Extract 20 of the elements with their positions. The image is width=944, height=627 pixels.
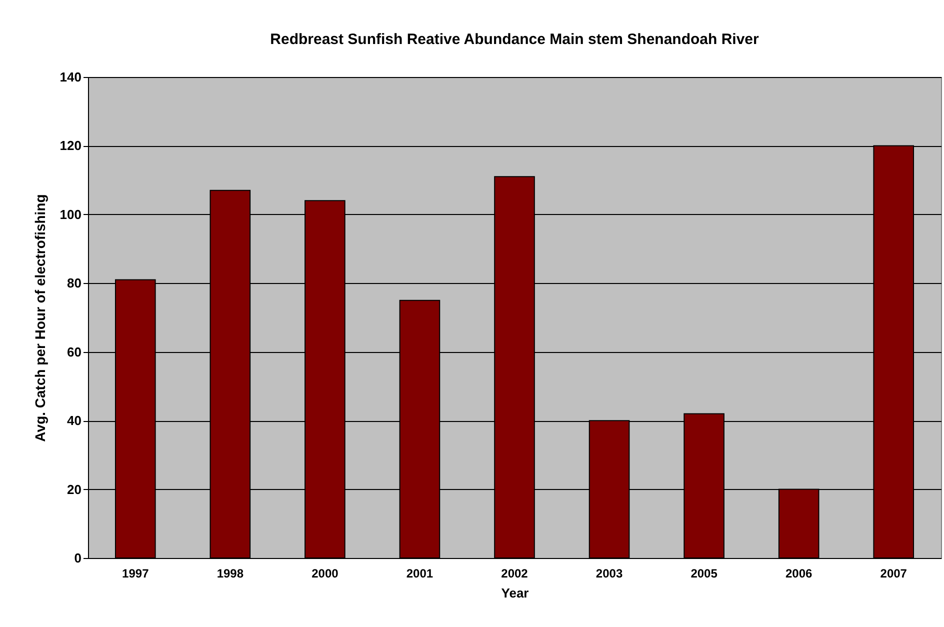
y-tick-label: 120 xyxy=(60,138,82,154)
x-tick-label: 1998 xyxy=(216,566,244,580)
chart-title: Redbreast Sunfish Reative Abundance Main stem Shenandoah River xyxy=(270,31,760,48)
y-tick-label: 20 xyxy=(67,482,82,497)
x-tick-label: 2006 xyxy=(785,566,813,580)
y-tick-label: 140 xyxy=(60,70,82,84)
x-tick-label: 2007 xyxy=(880,566,908,580)
y-tick-label: 60 xyxy=(67,344,82,360)
y-tick-label: 80 xyxy=(67,276,82,291)
x-tick-label: 1997 xyxy=(122,566,150,580)
x-tick-label: 2002 xyxy=(501,566,528,580)
x-tick-label: 2003 xyxy=(596,566,623,580)
x-tick-label: 2001 xyxy=(406,566,434,580)
y-tick-label: 40 xyxy=(67,413,82,428)
x-tick-label: 2005 xyxy=(690,566,718,580)
x-axis-title: Year xyxy=(501,586,529,600)
y-tick-label: 100 xyxy=(60,206,82,222)
x-tick-label: 2000 xyxy=(312,566,339,580)
y-axis-title: Avg. Catch per Hour of electrofishing xyxy=(32,194,48,442)
y-tick-label: 0 xyxy=(74,550,82,566)
